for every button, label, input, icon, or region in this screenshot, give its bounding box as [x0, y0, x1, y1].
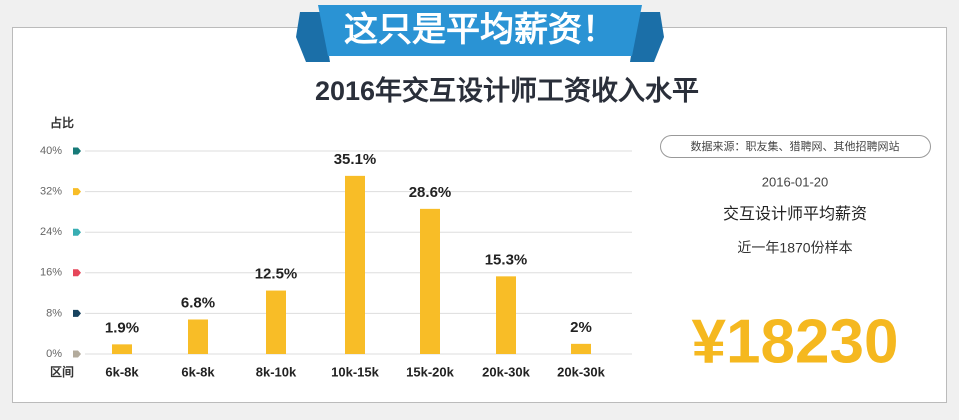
- y-tick-label: 40%: [40, 145, 62, 157]
- salary: ¥18230: [692, 307, 899, 376]
- value-label: 6.8%: [181, 294, 215, 311]
- x-axis-label: 区间: [50, 364, 74, 379]
- subject: 交互设计师平均薪资: [723, 205, 867, 223]
- tick-marker: [73, 350, 81, 358]
- tick-marker: [73, 188, 81, 196]
- tick-marker: [73, 147, 81, 155]
- value-label: 2%: [570, 319, 592, 336]
- date: 2016-01-20: [762, 174, 829, 189]
- y-tick-label: 8%: [46, 307, 62, 319]
- x-tick-label: 10k-15k: [331, 364, 379, 379]
- chart-title: 2016年交互设计师工资收入水平: [315, 75, 699, 106]
- tick-marker: [73, 269, 81, 277]
- banner-text: 这只是平均薪资！: [344, 11, 616, 49]
- y-axis-label: 占比: [50, 115, 74, 130]
- bar: [420, 208, 440, 354]
- x-tick-label: 6k-8k: [105, 364, 139, 379]
- bar: [188, 319, 208, 354]
- x-tick-label: 20k-30k: [557, 364, 605, 379]
- y-tick-label: 0%: [46, 348, 62, 360]
- bar: [266, 290, 286, 354]
- source-pill: [660, 135, 931, 158]
- x-tick-label: 20k-30k: [482, 364, 530, 379]
- bar: [496, 276, 516, 354]
- source: 数据来源：职友集、猎聘网、其他招聘网站: [691, 139, 900, 153]
- x-tick-label: 6k-8k: [181, 364, 215, 379]
- value-label: 35.1%: [334, 151, 377, 168]
- ribbon-fold: [630, 12, 664, 62]
- x-tick-label: 15k-20k: [406, 364, 454, 379]
- ribbon-fold: [296, 12, 330, 62]
- bar: [112, 344, 132, 354]
- value-label: 15.3%: [485, 251, 528, 268]
- ribbon: [318, 5, 642, 56]
- card: [12, 27, 947, 403]
- value-label: 28.6%: [409, 184, 452, 201]
- tick-marker: [73, 309, 81, 317]
- value-label: 1.9%: [105, 319, 139, 336]
- y-tick-label: 24%: [40, 226, 62, 238]
- bar: [571, 343, 591, 354]
- sample: 近一年1870份样本: [737, 240, 852, 256]
- x-tick-label: 8k-10k: [256, 364, 297, 379]
- y-tick-label: 32%: [40, 186, 62, 198]
- value-label: 12.5%: [255, 266, 298, 283]
- y-tick-label: 16%: [40, 267, 62, 279]
- bar: [345, 175, 365, 354]
- tick-marker: [73, 228, 81, 236]
